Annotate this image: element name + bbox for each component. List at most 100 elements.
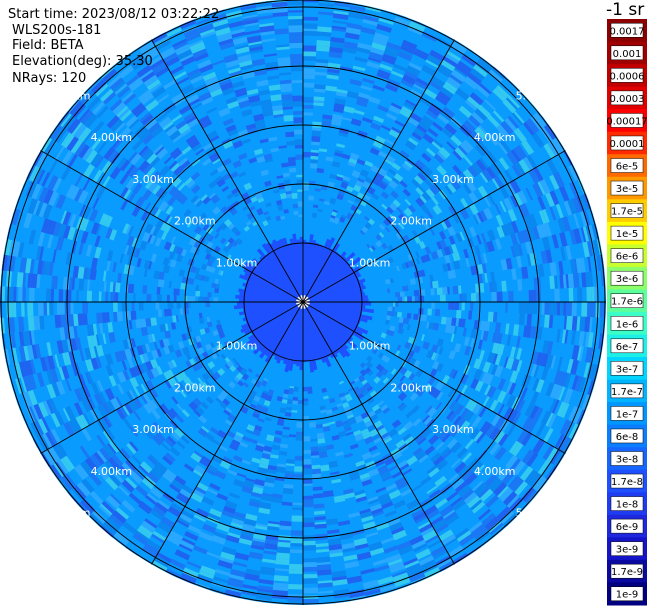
range-bin (495, 214, 504, 227)
range-bin (141, 114, 154, 126)
range-bin (513, 110, 525, 124)
range-bin (62, 352, 69, 366)
range-bin (493, 430, 506, 444)
range-bin (553, 275, 558, 289)
range-bin (482, 361, 491, 373)
range-bin (464, 438, 475, 450)
range-bin (357, 393, 365, 400)
range-bin (493, 481, 508, 497)
range-bin (78, 108, 90, 122)
range-bin (411, 404, 421, 414)
range-bin (149, 156, 161, 167)
range-bin (103, 146, 116, 160)
range-bin (276, 175, 284, 179)
range-bin (92, 323, 98, 336)
range-bin (295, 434, 303, 441)
range-bin (375, 172, 385, 182)
range-bin (452, 260, 461, 270)
range-bin (28, 330, 33, 346)
range-bin (221, 510, 235, 519)
range-bin (131, 205, 141, 217)
colorbar-label-box (610, 406, 644, 421)
range-bin (217, 559, 233, 570)
range-bin (454, 251, 461, 261)
range-bin (369, 503, 382, 512)
range-bin (289, 42, 303, 49)
range-bin (108, 441, 120, 453)
range-bin (175, 315, 179, 323)
range-bin (290, 59, 303, 65)
range-bin (442, 263, 449, 273)
range-bin (219, 41, 235, 51)
range-bin (23, 212, 33, 229)
range-bin (112, 510, 127, 524)
range-bin (55, 461, 66, 476)
range-bin (551, 137, 565, 154)
range-bin (179, 488, 192, 499)
range-bin (498, 157, 510, 171)
range-bin (227, 254, 232, 260)
range-bin (461, 488, 475, 501)
range-bin (460, 384, 468, 395)
range-bin (169, 446, 181, 457)
range-bin (159, 339, 165, 349)
range-bin (408, 62, 423, 72)
range-bin (401, 39, 418, 51)
range-bin (204, 343, 213, 351)
range-bin (552, 302, 558, 316)
range-bin (413, 235, 421, 244)
near-field-bin (282, 237, 291, 255)
range-bin (373, 376, 381, 384)
range-bin (191, 364, 198, 372)
range-bin (529, 213, 538, 228)
range-bin (270, 147, 280, 153)
range-bin (389, 202, 398, 212)
range-bin (107, 457, 120, 471)
spoke-line (302, 301, 566, 454)
range-bin (355, 460, 366, 468)
range-bin (31, 344, 38, 360)
range-bin (504, 323, 510, 335)
range-bin (282, 393, 289, 399)
range-bin (286, 140, 295, 146)
range-bin (193, 409, 202, 418)
range-bin (499, 186, 510, 199)
range-bin (541, 223, 549, 238)
range-bin (172, 315, 177, 323)
range-bin (226, 192, 235, 200)
range-bin (195, 335, 202, 343)
range-bin (57, 459, 69, 475)
range-ring-label: 2.00km (174, 215, 216, 228)
range-bin (98, 504, 111, 518)
range-bin (511, 112, 524, 126)
near-field-bin (245, 331, 265, 347)
range-bin (73, 485, 87, 500)
range-bin (448, 545, 464, 558)
range-bin (150, 317, 158, 327)
range-bin (84, 359, 91, 372)
range-bin (354, 492, 367, 500)
range-bin (549, 398, 558, 413)
range-bin (596, 255, 602, 271)
range-bin (272, 493, 283, 499)
range-bin (216, 32, 232, 41)
range-bin (442, 286, 448, 295)
range-bin (27, 198, 38, 215)
range-bin (38, 186, 49, 203)
range-bin (193, 450, 204, 458)
range-bin (392, 572, 409, 583)
range-bin (172, 385, 179, 394)
range-bin (455, 392, 463, 403)
range-bin (413, 289, 420, 297)
range-bin (261, 104, 273, 112)
range-bin (100, 503, 113, 516)
colorbar-level-label: 6e-7 (616, 342, 639, 353)
range-bin (279, 520, 292, 527)
range-bin (143, 402, 154, 414)
range-bin (259, 501, 272, 510)
range-bin (382, 53, 397, 61)
range-bin (114, 122, 126, 134)
range-bin (490, 271, 496, 283)
range-bin (91, 509, 107, 524)
range-bin (181, 333, 187, 341)
